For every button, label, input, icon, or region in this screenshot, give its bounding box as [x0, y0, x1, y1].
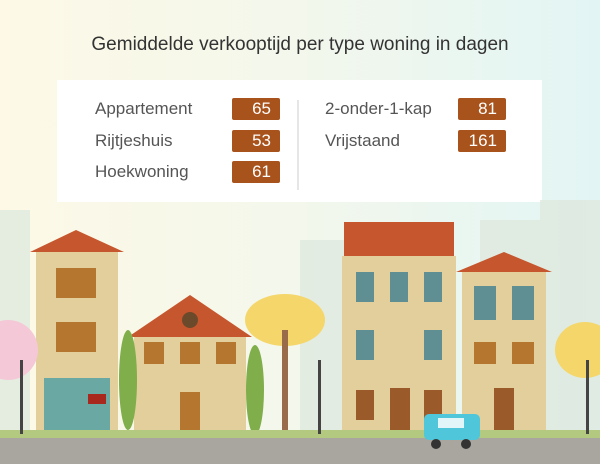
page-title: Gemiddelde verkooptijd per type woning i… [91, 34, 509, 55]
stats-panel: Appartement 65 Rijtjeshuis 53 Hoekwoning… [57, 80, 542, 202]
street-illustration [0, 200, 600, 464]
label-2-onder-1-kap: 2-onder-1-kap [325, 99, 432, 118]
value-badge: 65 [232, 98, 280, 120]
value-badge: 161 [458, 130, 506, 152]
label-hoekwoning: Hoekwoning [95, 162, 189, 181]
label-appartement: Appartement [95, 99, 193, 118]
value-badge: 61 [232, 161, 280, 183]
value-badge: 53 [232, 130, 280, 152]
label-rijtjeshuis: Rijtjeshuis [95, 131, 173, 150]
column-divider [297, 100, 299, 190]
value-badge: 81 [458, 98, 506, 120]
label-vrijstaand: Vrijstaand [325, 131, 400, 150]
